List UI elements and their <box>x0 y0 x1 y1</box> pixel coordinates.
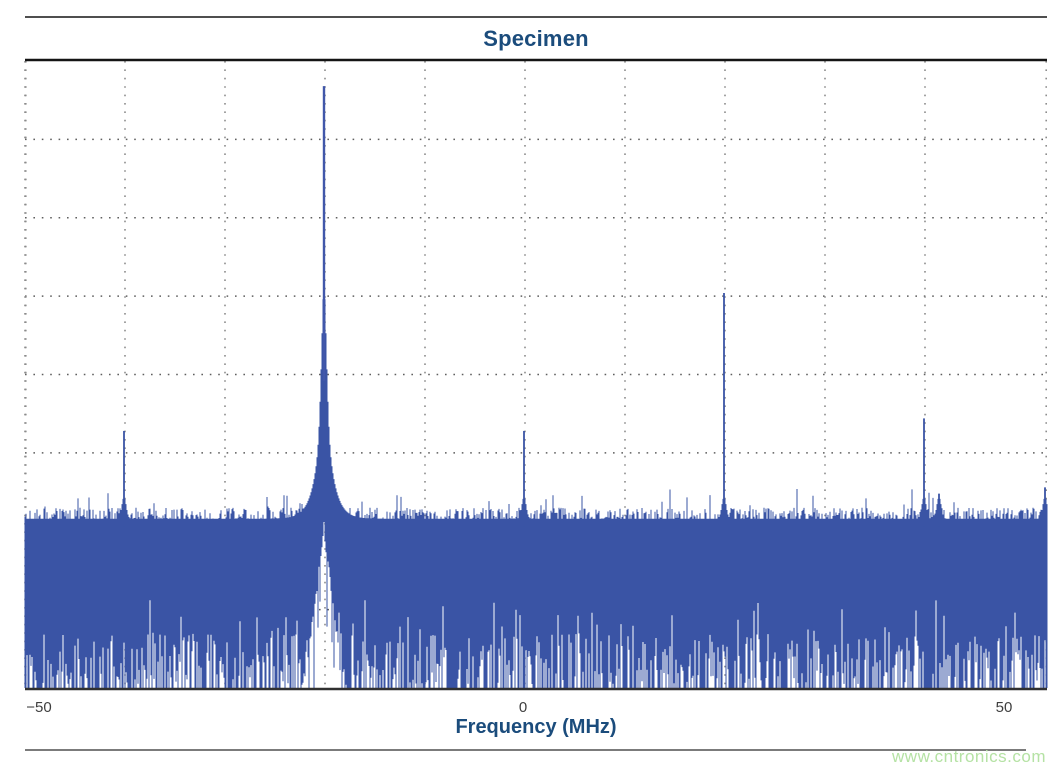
chart-title: Specimen <box>483 26 589 51</box>
x-tick-label-neg50: −50 <box>26 699 52 716</box>
top-divider-rule <box>25 16 1047 18</box>
bottom-divider-rule <box>25 749 1026 751</box>
x-tick-label-zero: 0 <box>518 699 528 716</box>
watermark-text: www.cntronics.com <box>892 747 1046 766</box>
x-tick-label-pos50: 50 <box>995 699 1013 716</box>
x-axis-label: Frequency (MHz) <box>455 716 617 738</box>
